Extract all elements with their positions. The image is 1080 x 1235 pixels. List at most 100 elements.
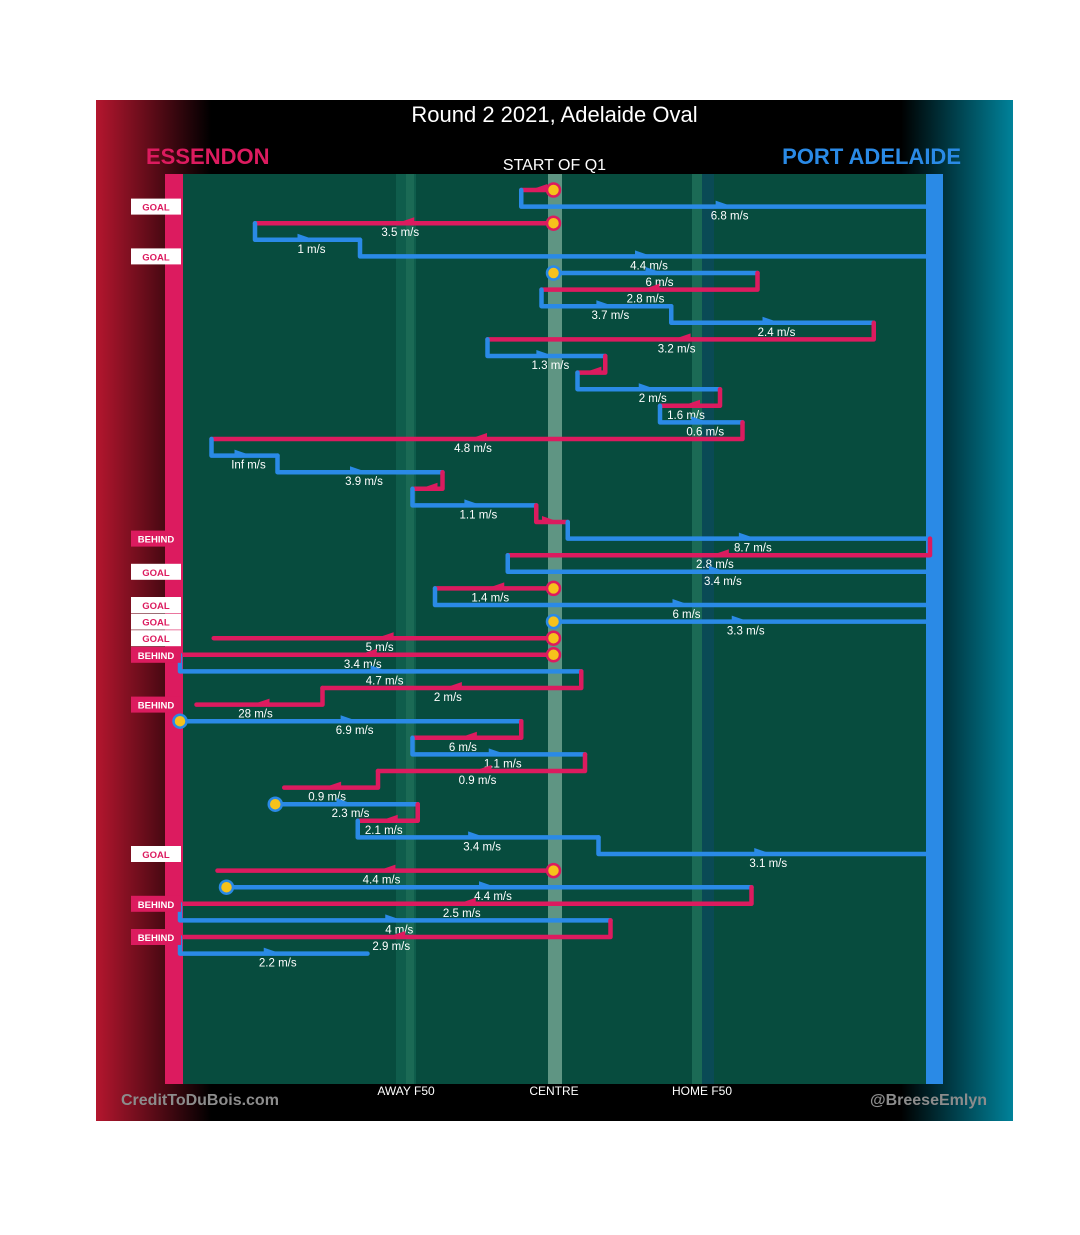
chain-segment [534,503,570,525]
direction-arrow [712,549,729,558]
direction-arrow [471,433,487,441]
speed-label: 3.2 m/s [658,343,696,355]
port-goal-line [926,174,943,1084]
goal-badge: GOAL [131,563,181,580]
chain-line [539,270,760,292]
direction-arrow [377,632,394,641]
badge-text: BEHIND [138,651,175,662]
speed-label: 4.8 m/s [454,443,492,455]
direction-arrow [263,947,280,956]
behind-badge: BEHIND [131,646,181,663]
behind-badge: BEHIND [131,895,181,912]
chain-segment: 2.9 m/s [177,918,613,953]
badge-text: BEHIND [138,701,175,712]
chain-segment: 2.1 m/s [355,801,420,837]
chain-segment: 2.8 m/s [539,270,760,306]
possession-marker [545,265,562,281]
speed-label: 1.4 m/s [471,592,509,604]
score-outcomes: GOAL GOAL BEHIND GOAL GOAL GOAL GOAL BEHIND BEHI… [131,198,181,945]
direction-arrow [488,582,505,591]
direction-arrow [421,482,438,491]
possession-marker [545,630,562,646]
speed-label: 4.4 m/s [474,891,512,903]
speed-label: 3.1 m/s [749,858,787,870]
direction-arrow [542,516,558,524]
possession-marker [218,879,235,895]
chain-segment: 4.8 m/s [209,420,745,455]
chain-segment: 1 m/s [252,220,363,256]
direction-arrow [379,864,396,873]
essendon-team-label: ESSENDON [146,144,270,169]
direction-arrow [531,184,548,192]
centre-label: CENTRE [529,1084,579,1098]
badge-text: GOAL [142,568,170,579]
chain-segment [410,469,445,492]
speed-label: 8.7 m/s [734,543,772,555]
speed-label: 3.5 m/s [381,227,419,239]
chain-segment: 6.9 m/s [172,713,524,737]
direction-arrow [389,931,406,939]
speed-label: 1.3 m/s [532,360,570,372]
chain-segment: 3.4 m/s [505,552,933,588]
chain-line [177,884,754,907]
direction-arrow [468,831,485,840]
direction-arrow [297,233,314,242]
chain-segment: 2.4 m/s [669,303,876,339]
chain-line [410,718,524,741]
direction-arrow [691,416,708,425]
speed-label: 2.5 m/s [443,908,481,920]
possession-marker [545,862,562,879]
chain-line [505,536,933,558]
speed-label: 3.9 m/s [345,476,383,488]
credit-watermark: CreditToDuBois.com [121,1092,279,1109]
chain-segment: 3.2 m/s [485,320,876,355]
direction-arrow [596,300,613,309]
speed-label: 3.4 m/s [463,841,501,853]
chain-segment: 3.7 m/s [539,287,674,322]
speed-label: 2.3 m/s [332,808,370,820]
chain-segment: 4.4 m/s [215,862,562,887]
chain-segment: 5 m/s [211,630,562,654]
possession-marker [545,215,562,231]
speed-label: 3.3 m/s [727,626,765,638]
goal-badge: GOAL [131,846,181,862]
direction-arrow [381,814,398,823]
chain-segment: 2.3 m/s [267,796,420,820]
chain-segment: 6.8 m/s [519,187,933,223]
goal-badge: GOAL [131,198,181,215]
chain-segment: 3.9 m/s [275,453,445,488]
direction-arrow [460,731,477,740]
chain-segment: Inf m/s [209,436,280,472]
chain-line [320,669,584,691]
badge-box [131,563,181,580]
badge-text: BEHIND [138,900,175,911]
chain-line [209,420,745,442]
chain-line [596,835,933,857]
direction-arrow [684,399,700,408]
speed-label: 1.1 m/s [484,758,522,770]
badge-box [131,929,181,945]
speed-label: 0.6 m/s [686,426,724,438]
chain-segment [575,353,608,375]
goal-badge: GOAL [131,597,181,613]
away-f50-line-inner [406,174,414,1084]
chain-segment: 1.1 m/s [410,735,588,770]
chain-line [485,320,876,342]
direction-arrow [350,466,366,475]
chain-segment: 4.4 m/s [218,879,754,903]
port-adelaide-team-label: PORT ADELAIDE [782,144,961,169]
chain-segment: 3.3 m/s [545,613,933,638]
chain-segment: 3.4 m/s [355,818,601,853]
direction-arrow [738,532,755,541]
direction-arrow [708,565,725,574]
speed-label: 2.4 m/s [758,327,796,339]
behind-badge: BEHIND [131,530,181,547]
direction-arrow [336,798,353,807]
badge-text: GOAL [142,634,170,645]
speed-label: 0.9 m/s [459,775,497,787]
start-of-quarter-label: START OF Q1 [502,157,607,174]
chain-line [565,519,933,541]
chain-line [432,586,933,608]
chain-line [355,818,601,840]
chain-line [575,353,608,375]
